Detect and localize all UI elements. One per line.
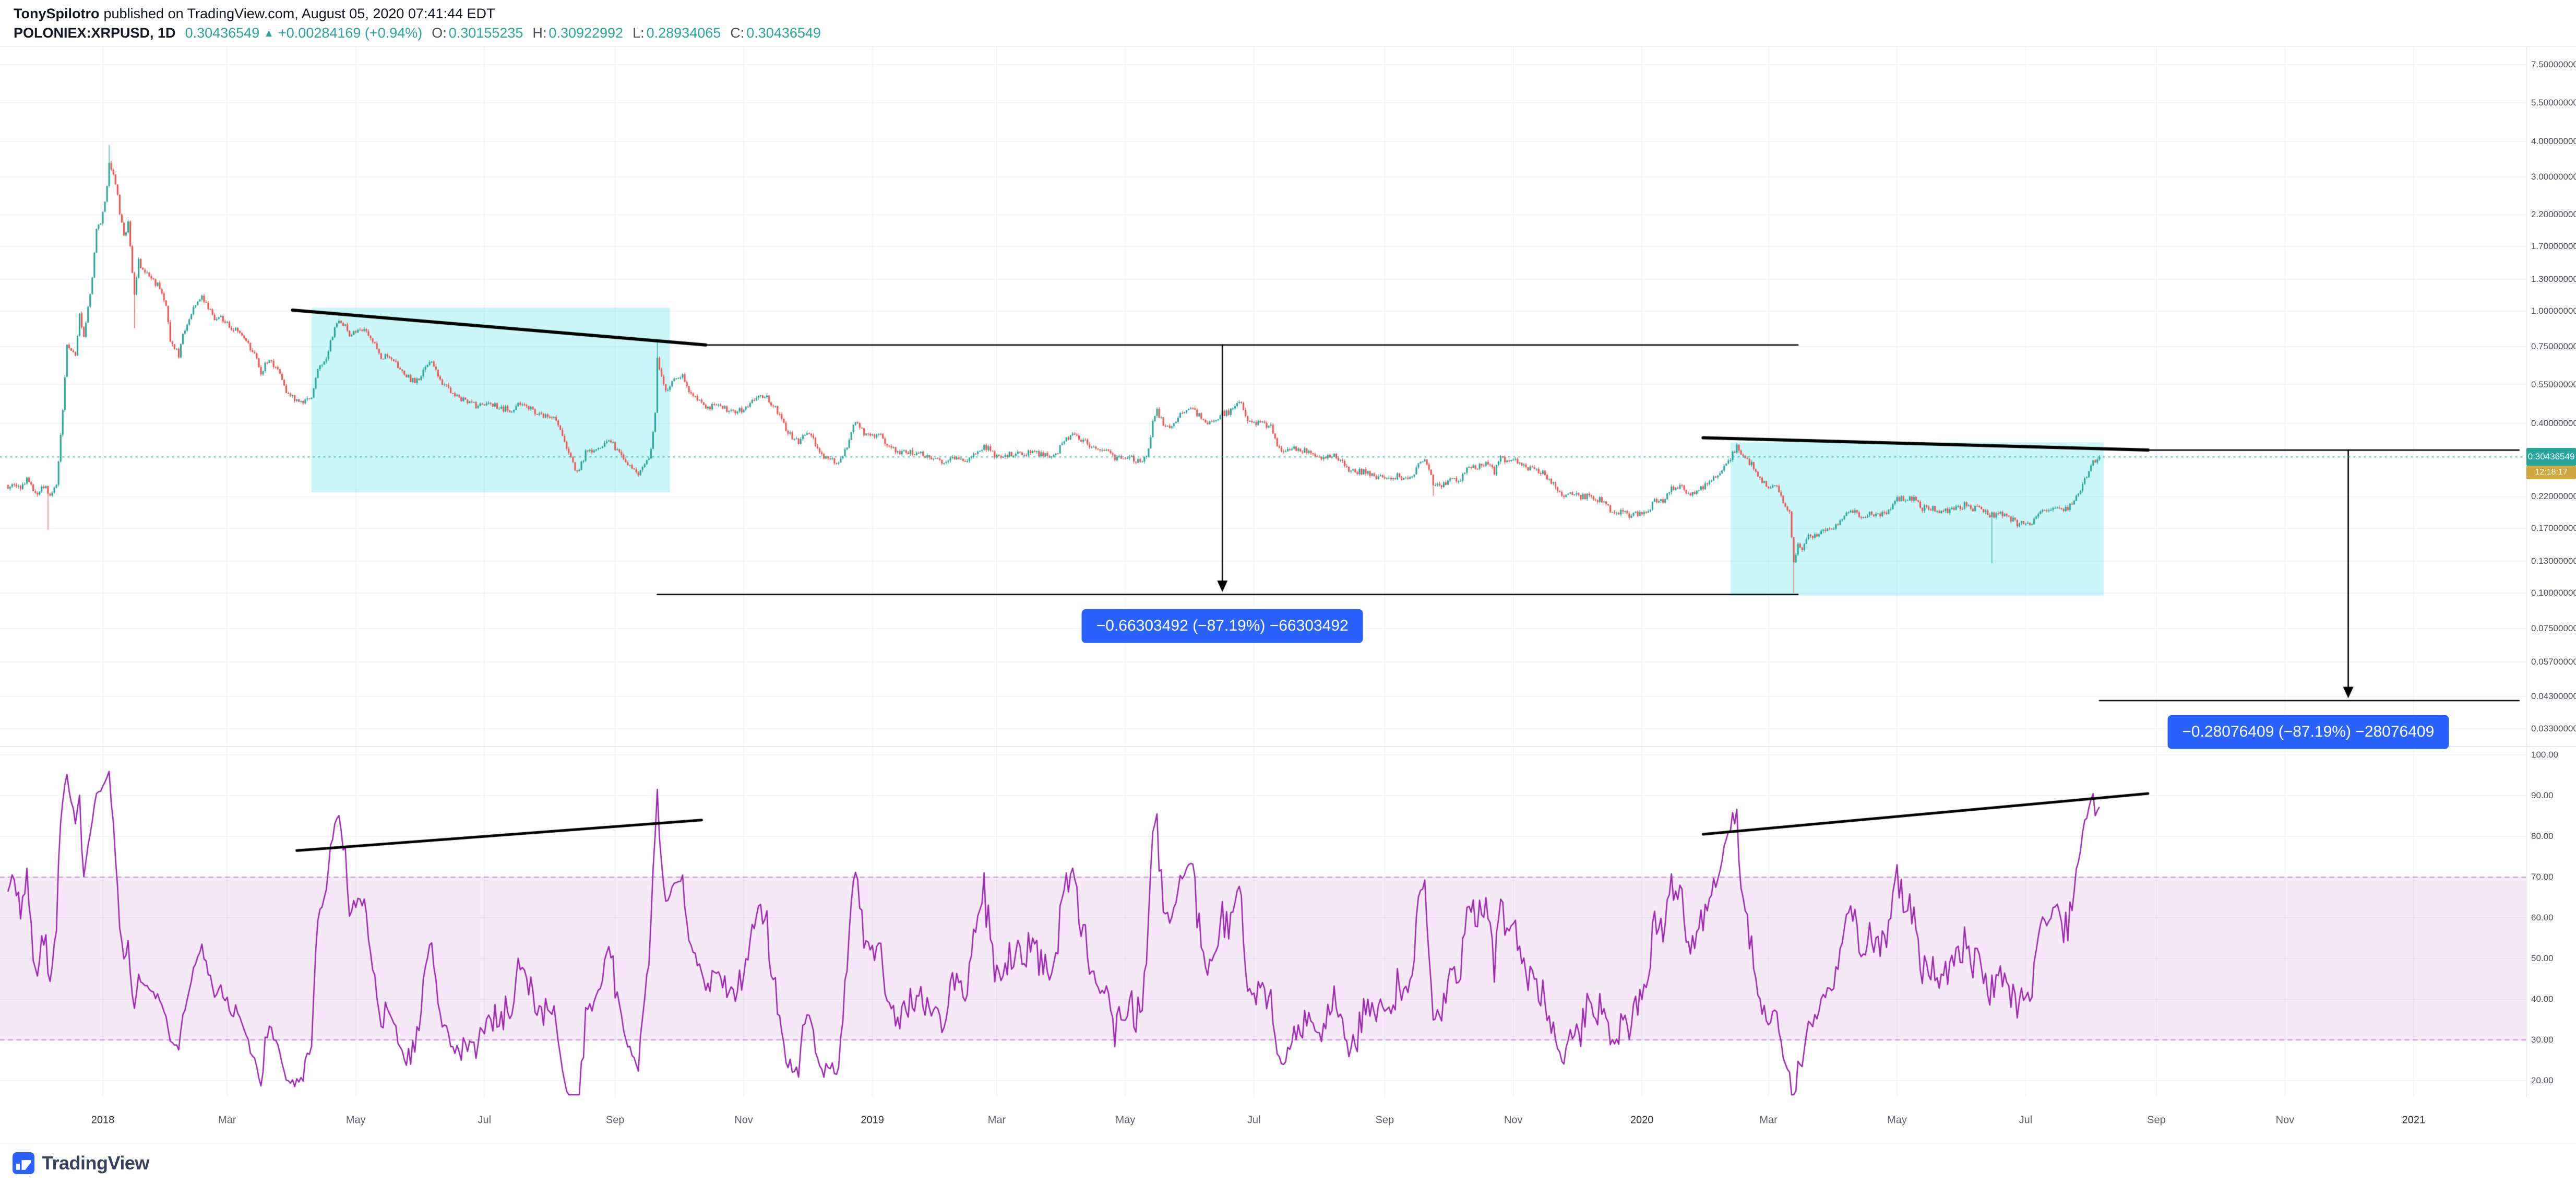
price-axis-label: 1.00000000 — [2531, 306, 2576, 316]
time-axis[interactable]: 2018 Mar May Jul Sep Nov 2019 Mar May Jul Sep Nov 20… — [0, 1097, 2576, 1143]
time-axis-label: May — [1887, 1114, 1907, 1126]
rsi-axis-label: 70.00 — [2531, 872, 2554, 882]
rsi-axis[interactable]: 100.00 90.00 80.00 70.00 60.00 50.00 40.00 30.0… — [2526, 747, 2576, 1097]
header: TonySpilotro published on TradingView.com… — [0, 0, 2576, 46]
tradingview-logo-icon[interactable] — [13, 1152, 34, 1174]
price-axis-label: 0.10000000 — [2531, 588, 2576, 598]
price-axis-label: 0.75000000 — [2531, 341, 2576, 351]
close-value: 0.30436549 — [746, 25, 821, 41]
rsi-axis-label: 40.00 — [2531, 994, 2554, 1004]
price-change: +0.00284169 (+0.94%) — [278, 25, 423, 41]
time-axis-label: 2019 — [861, 1114, 884, 1126]
low-value: 0.28934065 — [646, 25, 721, 41]
price-axis-label: 3.00000000 — [2531, 171, 2576, 182]
close-label: C: — [730, 25, 745, 41]
rsi-axis-label: 60.00 — [2531, 913, 2554, 922]
open-label: O: — [432, 25, 447, 41]
price-axis-label: 0.07500000 — [2531, 623, 2576, 633]
time-axis-label: Nov — [734, 1114, 753, 1126]
price-axis-label: 0.04300000 — [2531, 691, 2576, 702]
price-axis[interactable]: 7.50000000 5.50000000 4.00000000 3.00000000… — [2526, 46, 2576, 746]
published-suffix: published on TradingView.com, August 05,… — [103, 6, 495, 21]
symbol-title[interactable]: POLONIEX:XRPUSD, 1D — [14, 25, 176, 41]
price-axis-label: 7.50000000 — [2531, 59, 2576, 69]
price-axis-label: 1.30000000 — [2531, 274, 2576, 284]
last-price-badge: 0.30436549 — [2526, 448, 2576, 466]
rsi-axis-label: 80.00 — [2531, 831, 2554, 841]
measured-move-label-2020[interactable]: −0.28076409 (−87.19%) −28076409 — [2167, 715, 2449, 749]
time-axis-label: Jul — [478, 1114, 492, 1126]
price-axis-label: 0.22000000 — [2531, 491, 2576, 502]
change-up-arrow-icon: ▲ — [264, 28, 275, 39]
high-value: 0.30922992 — [548, 25, 624, 41]
publish-info-line: TonySpilotro published on TradingView.com… — [14, 4, 2576, 23]
time-axis-label: Sep — [2147, 1114, 2166, 1126]
price-axis-label: 1.70000000 — [2531, 241, 2576, 251]
price-axis-label: 2.20000000 — [2531, 209, 2576, 220]
bar-countdown-badge: 12:18:17 — [2526, 466, 2576, 480]
low-label: L: — [633, 25, 645, 41]
price-axis-label: 0.55000000 — [2531, 379, 2576, 389]
pane-separator[interactable] — [0, 746, 2576, 747]
measured-move-label-2018[interactable]: −0.66303492 (−87.19%) −66303492 — [1081, 609, 1363, 643]
price-axis-label: 5.50000000 — [2531, 97, 2576, 108]
open-value: 0.30155235 — [448, 25, 523, 41]
time-axis-label: Mar — [1759, 1114, 1778, 1126]
time-axis-label: 2020 — [1630, 1114, 1654, 1126]
time-axis-label: Jul — [1247, 1114, 1261, 1126]
time-axis-label: Mar — [987, 1114, 1006, 1126]
time-axis-label: 2018 — [91, 1114, 115, 1126]
price-axis-label: 0.05700000 — [2531, 657, 2576, 667]
time-axis-label: 2021 — [2402, 1114, 2426, 1126]
high-label: H: — [532, 25, 547, 41]
rsi-axis-label: 50.00 — [2531, 953, 2554, 963]
price-axis-label: 4.00000000 — [2531, 136, 2576, 147]
rsi-axis-label: 90.00 — [2531, 790, 2554, 800]
chart-area: 7.50000000 5.50000000 4.00000000 3.00000000… — [0, 46, 2576, 1143]
footer: TradingView — [0, 1143, 2576, 1183]
time-axis-label: May — [345, 1114, 366, 1126]
time-axis-label: Sep — [605, 1114, 625, 1126]
time-axis-label: Mar — [218, 1114, 236, 1126]
last-price: 0.30436549 — [185, 25, 260, 41]
price-axis-label: 0.17000000 — [2531, 523, 2576, 533]
time-axis-label: Jul — [2019, 1114, 2033, 1126]
price-axis-label: 0.03300000 — [2531, 724, 2576, 734]
price-axis-label: 0.13000000 — [2531, 555, 2576, 566]
price-axis-label: 0.40000000 — [2531, 418, 2576, 429]
rsi-axis-label: 20.00 — [2531, 1075, 2554, 1085]
brand-name[interactable]: TradingView — [42, 1152, 149, 1174]
time-axis-label: May — [1115, 1114, 1136, 1126]
time-axis-label: Sep — [1375, 1114, 1394, 1126]
rsi-axis-label: 30.00 — [2531, 1035, 2554, 1045]
time-axis-label: Nov — [2275, 1114, 2295, 1126]
symbol-quote-line: POLONIEX:XRPUSD, 1D 0.30436549 ▲ +0.0028416… — [14, 23, 2576, 43]
publisher-name[interactable]: TonySpilotro — [14, 6, 100, 21]
rsi-pane-canvas[interactable] — [0, 747, 2576, 1097]
time-axis-label: Nov — [1504, 1114, 1523, 1126]
rsi-axis-label: 100.00 — [2531, 750, 2558, 760]
